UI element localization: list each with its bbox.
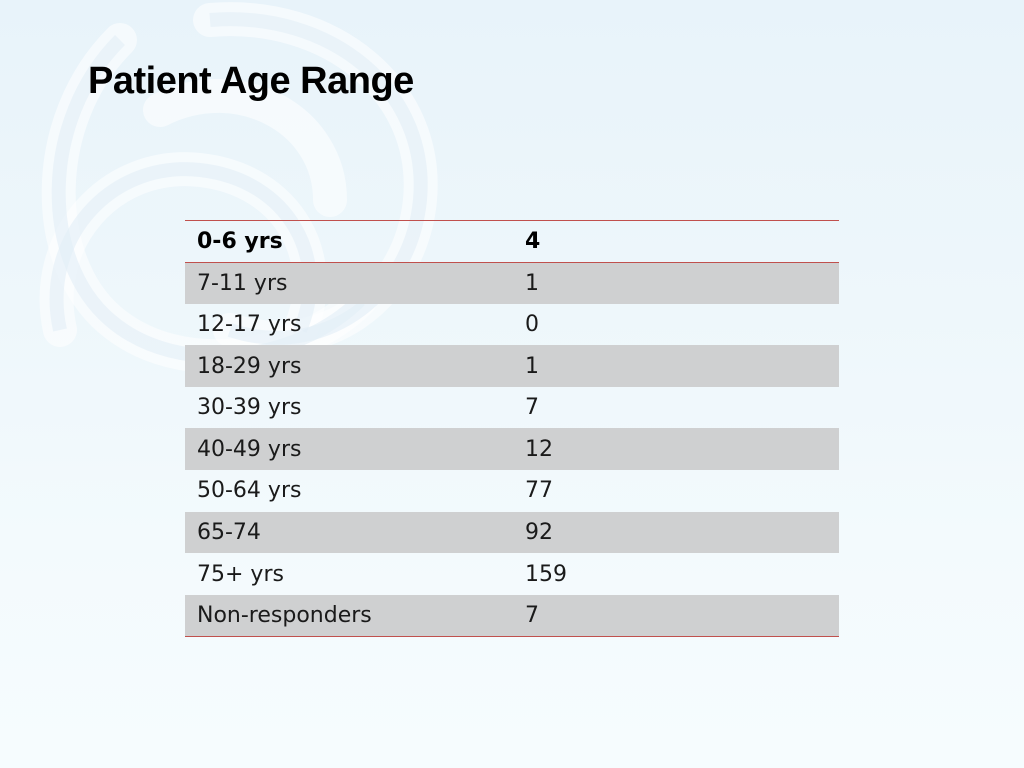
table-row: 40-49 yrs 12 (185, 428, 839, 471)
patient-count-cell: 1 (513, 262, 839, 304)
age-range-cell: 50-64 yrs (197, 478, 302, 504)
patient-count-cell: 7 (525, 395, 539, 421)
age-range-cell: 7-11 yrs (185, 262, 513, 304)
table-row: 65-74 92 (185, 511, 839, 554)
patient-count-cell: 4 (513, 220, 839, 263)
table-row: 12-17 yrs 0 (185, 304, 839, 346)
slide-title: Patient Age Range (88, 60, 414, 102)
age-range-cell: 30-39 yrs (197, 395, 302, 421)
table-row: 18-29 yrs 1 (185, 345, 839, 387)
table-row: 30-39 yrs 7 (185, 387, 839, 429)
age-range-cell: 0-6 yrs (185, 220, 513, 263)
patient-count-cell: 77 (525, 478, 553, 504)
age-range-table: 0-6 yrs 4 7-11 yrs 1 12-17 yrs 0 18-29 y… (185, 220, 839, 637)
patient-count-cell: 1 (513, 345, 839, 387)
age-range-cell: 18-29 yrs (185, 345, 513, 387)
age-range-cell: 12-17 yrs (197, 311, 302, 337)
patient-count-cell: 7 (513, 594, 839, 637)
age-range-cell: 75+ yrs (197, 561, 284, 587)
patient-count-cell: 12 (513, 428, 839, 471)
age-range-cell: Non-responders (185, 594, 513, 637)
table-row: 50-64 yrs 77 (185, 470, 839, 512)
table-row: 75+ yrs 159 (185, 553, 839, 595)
patient-count-cell: 159 (525, 561, 567, 587)
patient-count-cell: 0 (525, 311, 539, 337)
age-range-cell: 65-74 (185, 511, 513, 554)
age-range-cell: 40-49 yrs (185, 428, 513, 471)
patient-count-cell: 92 (513, 511, 839, 554)
table-header-row: 0-6 yrs 4 (185, 220, 839, 263)
table-row: Non-responders 7 (185, 594, 839, 637)
table-row: 7-11 yrs 1 (185, 262, 839, 304)
